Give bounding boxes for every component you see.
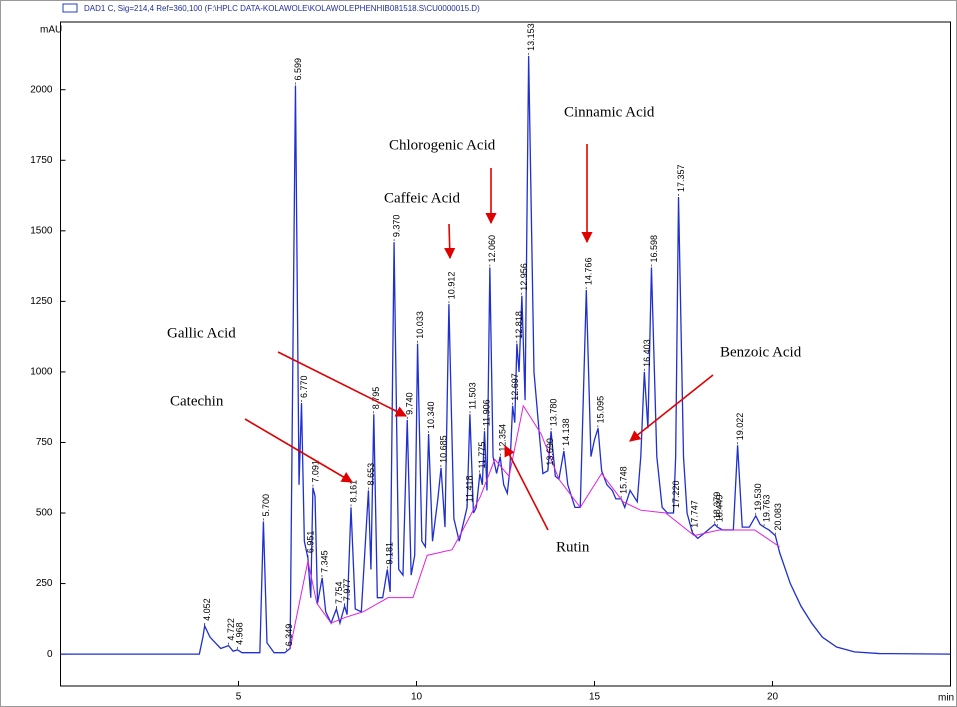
header-title: DAD1 C, Sig=214,4 Ref=360,100 (F:\HPLC D… xyxy=(84,4,480,13)
y-tick-label: 2000 xyxy=(30,84,53,95)
y-tick-label: 1750 xyxy=(30,155,53,166)
peak-label: 17.220 xyxy=(671,480,681,508)
peak-label: 16.598 xyxy=(649,235,659,263)
annotation: Caffeic Acid xyxy=(384,190,460,206)
peak-label: 4.968 xyxy=(235,622,245,645)
peak-label: 13.153 xyxy=(526,23,536,51)
y-tick-label: 500 xyxy=(36,508,53,519)
annotation-arrow xyxy=(504,445,549,531)
peak-label: 6.951 xyxy=(305,531,315,554)
y-tick-label: 0 xyxy=(47,649,53,660)
annotation-arrow xyxy=(629,374,714,442)
annotation-arrow xyxy=(244,418,353,483)
peak-label: 4.052 xyxy=(202,598,212,621)
annotation: Gallic Acid xyxy=(167,325,236,341)
peak-label: 9.370 xyxy=(391,215,401,238)
peak-label: 17.357 xyxy=(676,164,686,192)
peak-label: 12.818 xyxy=(514,311,524,339)
peak-label: 11.418 xyxy=(464,476,474,503)
y-tick-label: 750 xyxy=(36,437,53,448)
peak-label: 17.747 xyxy=(690,500,700,528)
plot-border xyxy=(60,21,951,687)
x-tick-label: 5 xyxy=(236,692,242,703)
y-tick-label: 250 xyxy=(36,578,53,589)
peak-label: 10.340 xyxy=(426,401,436,429)
peak-label: 7.977 xyxy=(342,579,352,602)
peak-label: 15.095 xyxy=(595,396,605,424)
peak-label: 7.345 xyxy=(319,550,329,573)
peak-label: 9.181 xyxy=(385,542,395,565)
annotation-arrow xyxy=(277,351,408,417)
peak-label: 14.138 xyxy=(561,418,571,446)
peak-label: 4.722 xyxy=(226,618,236,641)
peak-label: 12.697 xyxy=(510,373,520,401)
annotation: Cinnamic Acid xyxy=(564,104,655,120)
peak-label: 12.354 xyxy=(498,424,508,452)
peak-label: 5.700 xyxy=(261,494,271,517)
peak-label: 10.912 xyxy=(446,272,456,300)
peak-label: 16.403 xyxy=(642,339,652,367)
peak-label: 8.795 xyxy=(371,387,381,410)
peak-label: 20.083 xyxy=(773,503,783,531)
peak-label: 11.775 xyxy=(477,442,487,469)
signal-line xyxy=(60,55,951,655)
peak-label: 19.763 xyxy=(761,495,771,523)
peak-label: 13.780 xyxy=(548,399,558,427)
peak-label: 6.599 xyxy=(293,58,303,81)
annotation: Rutin xyxy=(556,539,590,555)
peak-label: 12.060 xyxy=(487,235,497,263)
header-icon xyxy=(62,3,78,13)
peak-label: 8.653 xyxy=(366,463,376,486)
x-tick-label: 10 xyxy=(411,692,423,703)
y-tick-label: 1500 xyxy=(30,225,53,236)
annotation: Chlorogenic Acid xyxy=(389,137,496,153)
peak-label: 18.449 xyxy=(715,495,725,523)
peak-label: 9.740 xyxy=(405,392,415,415)
y-tick-label: 1000 xyxy=(30,367,53,378)
peak-label: 18.379 xyxy=(712,492,722,520)
peak-label: 10.685 xyxy=(438,435,448,463)
y-tick-label: 1250 xyxy=(30,296,53,307)
peak-label: 15.748 xyxy=(619,466,629,494)
y-axis-label: mAU xyxy=(40,25,62,36)
peak-label: 6.349 xyxy=(284,624,294,647)
peak-label: 11.906 xyxy=(482,399,492,426)
peak-label: 6.770 xyxy=(299,375,309,398)
peak-label: 11.503 xyxy=(467,382,477,409)
peak-label: 19.022 xyxy=(735,413,745,441)
peak-label: 19.530 xyxy=(753,483,763,511)
peak-label: 7.091 xyxy=(310,460,320,483)
annotation: Catechin xyxy=(170,393,224,409)
peak-label: 13.690 xyxy=(545,438,555,466)
peak-label: 8.161 xyxy=(348,480,358,503)
annotation-arrow xyxy=(444,223,456,260)
peak-label: 7.754 xyxy=(334,581,344,604)
annotation: Benzoic Acid xyxy=(720,344,802,360)
x-axis-label: min xyxy=(938,693,954,704)
x-tick-label: 15 xyxy=(589,692,601,703)
peak-label: 12.956 xyxy=(519,263,529,291)
baseline-line xyxy=(289,404,780,649)
x-tick-label: 20 xyxy=(767,692,779,703)
peak-label: 10.033 xyxy=(415,311,425,339)
peak-label: 14.766 xyxy=(584,258,594,286)
